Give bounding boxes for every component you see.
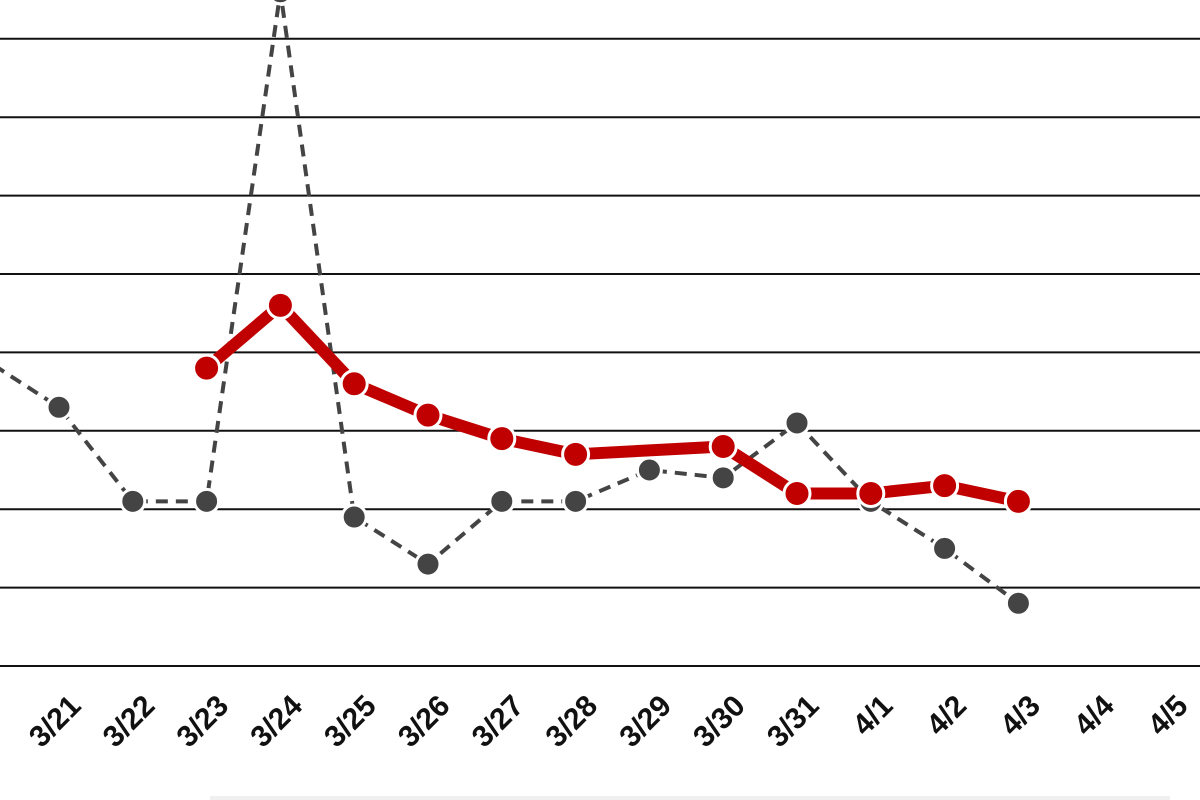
data-point <box>45 393 73 421</box>
data-point <box>487 424 517 454</box>
x-tick-label: 3/21 <box>23 689 88 754</box>
data-point <box>414 550 442 578</box>
x-tick-label: 4/5 <box>1142 689 1195 742</box>
data-point <box>709 464 737 492</box>
data-point <box>561 439 591 469</box>
bottom-strip <box>210 796 1170 800</box>
data-point <box>413 400 443 430</box>
x-tick-label: 3/22 <box>97 689 162 754</box>
data-point <box>856 479 886 509</box>
x-tick-label: 3/27 <box>466 689 531 754</box>
data-point <box>783 409 811 437</box>
data-point <box>1003 486 1033 516</box>
x-tick-label: 3/24 <box>244 689 309 754</box>
series-dashed <box>0 0 1032 617</box>
data-point <box>265 290 295 320</box>
data-point <box>193 487 221 515</box>
series-solid <box>192 290 1033 516</box>
x-tick-label: 4/4 <box>1068 689 1121 742</box>
data-point <box>930 471 960 501</box>
data-point <box>119 487 147 515</box>
data-point <box>192 353 222 383</box>
x-tick-label: 3/25 <box>318 689 383 754</box>
data-point <box>1004 589 1032 617</box>
x-tick-label: 4/1 <box>847 689 900 742</box>
x-tick-label: 3/28 <box>540 689 605 754</box>
x-axis-tick-labels: 3/21 3/22 3/23 3/24 3/25 3/26 3/27 3/28 3/29 3/30… <box>23 689 1195 754</box>
data-point <box>931 534 959 562</box>
data-point <box>635 456 663 484</box>
data-point <box>488 487 516 515</box>
x-tick-label: 3/31 <box>761 689 826 754</box>
x-tick-label: 3/30 <box>687 689 752 754</box>
x-tick-label: 4/2 <box>920 689 973 742</box>
x-tick-label: 3/26 <box>392 689 457 754</box>
data-point <box>782 479 812 509</box>
data-point <box>269 0 292 6</box>
data-point <box>708 431 738 461</box>
series-layer <box>0 0 1033 617</box>
x-tick-label: 3/29 <box>613 689 678 754</box>
data-point <box>562 487 590 515</box>
gridlines <box>0 37 1200 667</box>
x-tick-label: 4/3 <box>994 689 1047 742</box>
x-tick-label: 3/23 <box>171 689 236 754</box>
data-point <box>339 369 369 399</box>
data-point <box>340 503 368 531</box>
series-line-solid <box>200 299 1025 508</box>
